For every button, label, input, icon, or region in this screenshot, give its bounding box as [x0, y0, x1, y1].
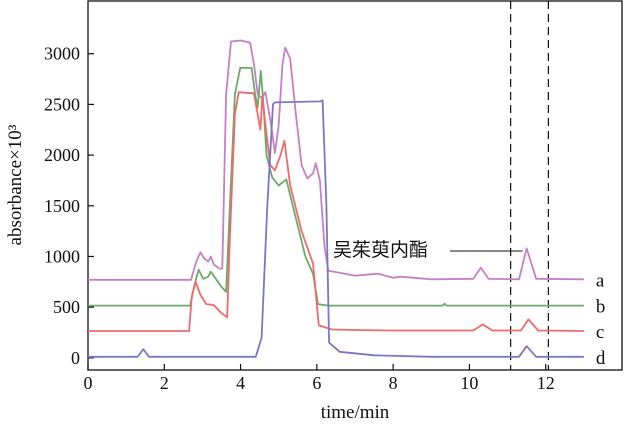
y-axis-label: absorbance×10³: [5, 124, 26, 245]
x-tick-label: 6: [312, 373, 321, 393]
integration-window: [510, 1, 549, 370]
series-label-b: b: [596, 297, 606, 318]
series-group: [88, 39, 584, 358]
y-tick-label: 0: [71, 348, 80, 368]
y-tick-label: 1000: [44, 246, 80, 266]
y-tick-label: 2000: [44, 145, 80, 165]
y-tick-label: 1500: [44, 196, 80, 216]
series-label-a: a: [596, 270, 605, 291]
y-tick-label: 3000: [44, 44, 80, 64]
plot-frame: [87, 0, 623, 371]
series-line-b: [88, 67, 584, 307]
series-line-d: [88, 99, 584, 358]
x-tick-label: 8: [389, 373, 398, 393]
y-tick-label: 2500: [44, 94, 80, 114]
x-tick-label: 4: [236, 373, 245, 393]
series-label-c: c: [596, 322, 604, 343]
x-tick-label: 0: [84, 373, 93, 393]
annotation-label: 吴茱萸内酯: [333, 239, 428, 261]
x-tick-label: 10: [460, 373, 478, 393]
series-line-a: [88, 39, 584, 281]
x-tick-label: 12: [537, 373, 555, 393]
y-axis-ticks: 0 500 1000 1500 2000 2500 3000: [44, 44, 94, 368]
series-label-d: d: [596, 348, 606, 369]
y-tick-label: 500: [53, 297, 80, 317]
x-tick-label: 2: [160, 373, 169, 393]
x-axis-label: time/min: [321, 402, 390, 423]
series-line-c: [88, 91, 584, 332]
x-axis-ticks: 0 2 4 6 8 10 12: [84, 364, 555, 393]
